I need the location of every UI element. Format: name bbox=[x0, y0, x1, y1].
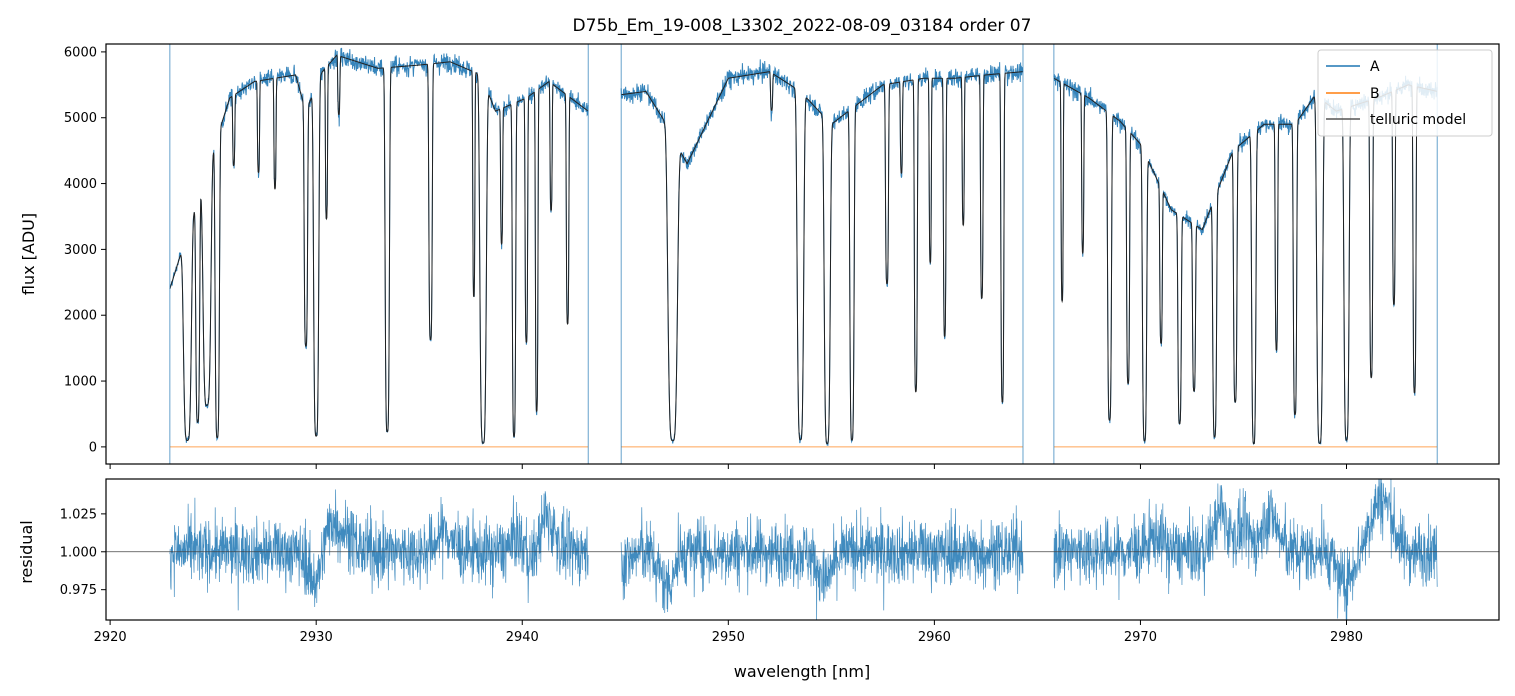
telluric-model-line bbox=[621, 71, 1024, 445]
series-a-line bbox=[169, 47, 589, 445]
bottom-yticks: 0.975 1.000 1.025 bbox=[60, 507, 106, 598]
bottom-ytick-label: 1.000 bbox=[60, 545, 97, 560]
chart-title: D75b_Em_19-008_L3302_2022-08-09_03184 or… bbox=[573, 16, 1032, 36]
bottom-xtick-label: 2980 bbox=[1330, 630, 1363, 645]
telluric-model-line bbox=[169, 54, 589, 444]
top-panel: 0 1000 2000 3000 4000 5000 6000 flux [ADU] A B… bbox=[19, 43, 1500, 469]
bottom-ylabel: residual bbox=[17, 520, 36, 583]
top-ytick-label: 2000 bbox=[64, 309, 97, 324]
top-ytick-label: 6000 bbox=[64, 45, 97, 60]
bottom-ytick-label: 0.975 bbox=[60, 583, 97, 598]
residual-line bbox=[169, 489, 589, 611]
top-ylabel: flux [ADU] bbox=[19, 213, 38, 295]
top-ytick-label: 1000 bbox=[64, 375, 97, 390]
top-yticks: 0 1000 2000 3000 4000 5000 6000 bbox=[64, 45, 106, 455]
bottom-xticks: 2920 2930 2940 2950 2960 2970 2980 bbox=[94, 620, 1363, 645]
bottom-xtick-label: 2930 bbox=[300, 630, 333, 645]
bottom-trace-group bbox=[106, 479, 1499, 620]
legend-label-a: A bbox=[1370, 59, 1380, 75]
bottom-traces bbox=[106, 479, 1499, 620]
top-ytick-label: 3000 bbox=[64, 243, 97, 258]
top-ytick-label: 5000 bbox=[64, 111, 97, 126]
legend-label-telluric-model: telluric model bbox=[1370, 112, 1466, 128]
legend-frame bbox=[1317, 49, 1493, 137]
bottom-xtick-label: 2940 bbox=[506, 630, 539, 645]
bottom-xlabel: wavelength [nm] bbox=[734, 662, 871, 681]
bottom-xtick-label: 2960 bbox=[918, 630, 951, 645]
bottom-xtick-label: 2950 bbox=[712, 630, 745, 645]
top-ytick-label: 0 bbox=[89, 440, 97, 455]
bottom-panel: 0.975 1.000 1.025 2920 2930 2940 2950 2960 2970… bbox=[17, 478, 1500, 681]
bottom-axes-frame bbox=[105, 478, 1500, 621]
top-ytick-label: 4000 bbox=[64, 177, 97, 192]
series-a-line bbox=[620, 59, 1024, 447]
bottom-xtick-label: 2920 bbox=[94, 630, 127, 645]
bottom-ytick-label: 1.025 bbox=[60, 507, 97, 522]
residual-line bbox=[620, 505, 1024, 620]
residual-line bbox=[1053, 479, 1438, 620]
top-axes-frame bbox=[105, 43, 1500, 465]
legend: A B telluric model bbox=[1317, 49, 1493, 137]
bottom-xtick-label: 2970 bbox=[1124, 630, 1157, 645]
legend-label-b: B bbox=[1370, 86, 1380, 102]
top-xticks bbox=[109, 464, 1348, 469]
